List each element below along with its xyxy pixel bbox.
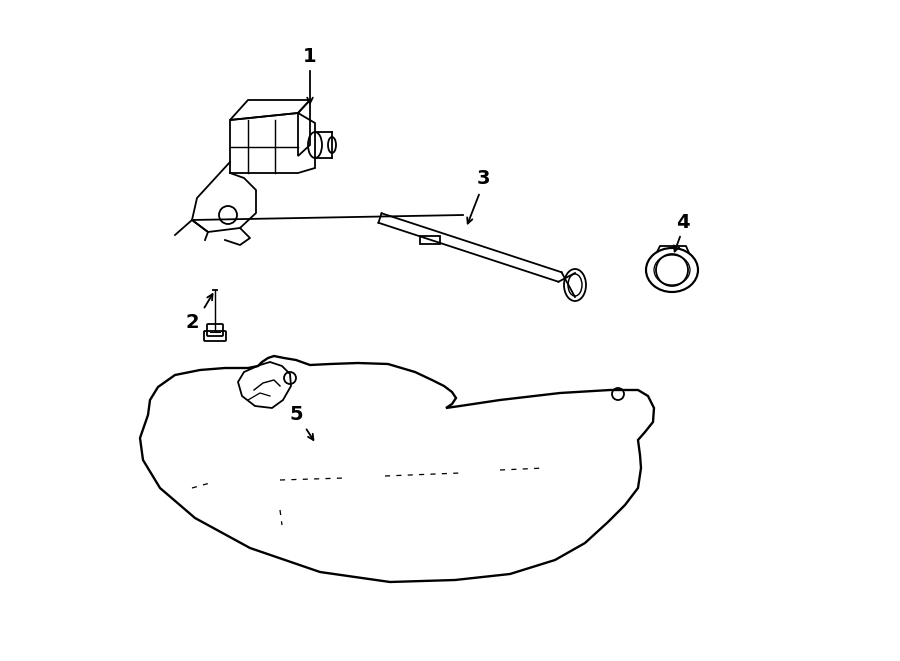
Text: 2: 2: [185, 313, 199, 332]
Text: 1: 1: [303, 48, 317, 67]
Text: 5: 5: [289, 405, 302, 424]
Text: 3: 3: [476, 169, 490, 188]
Text: 4: 4: [676, 212, 689, 231]
